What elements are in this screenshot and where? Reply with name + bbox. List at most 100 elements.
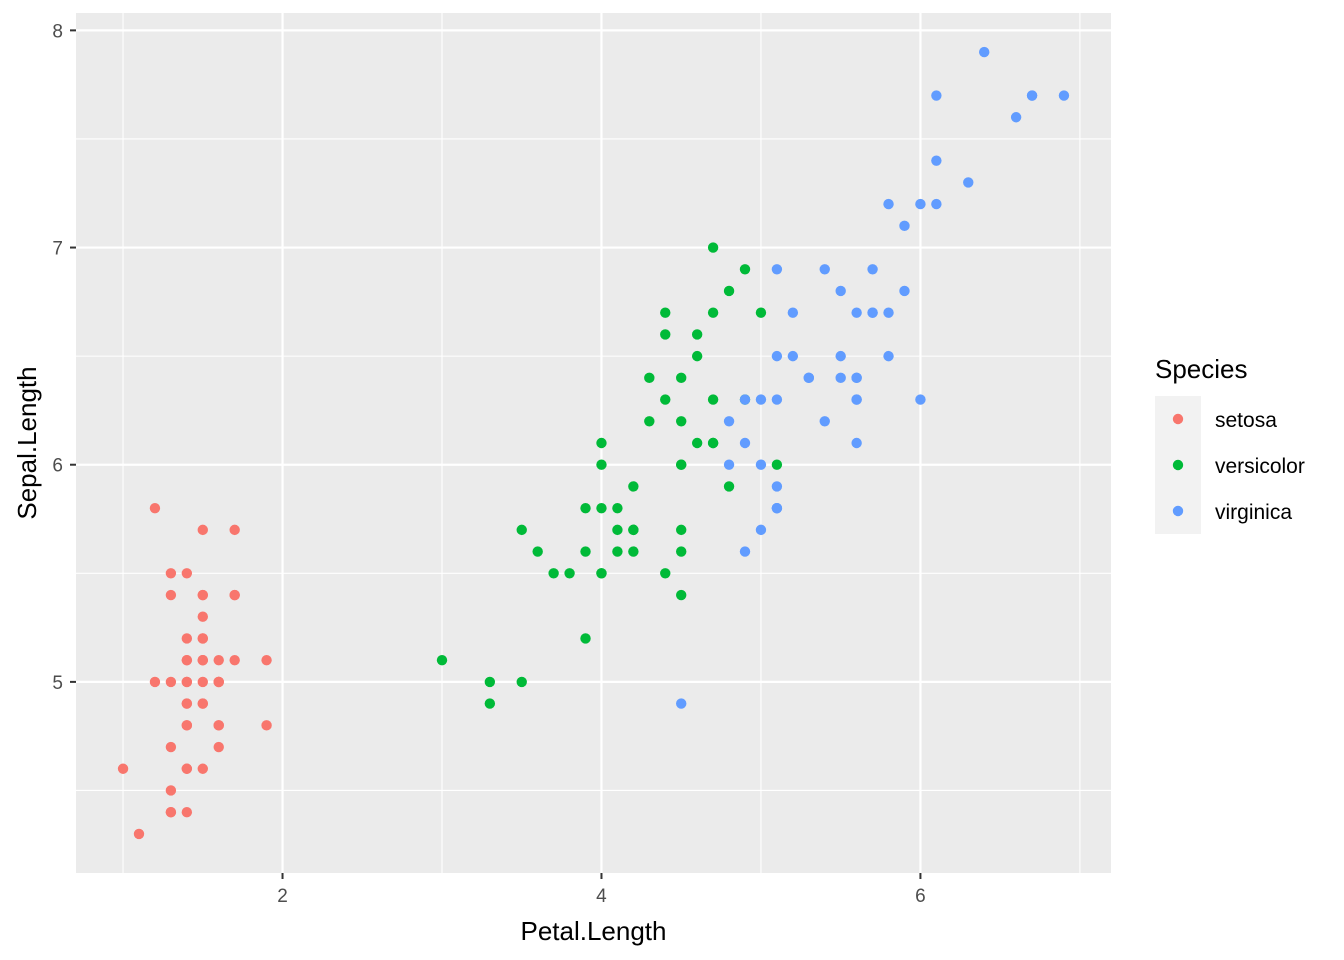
data-point-setosa — [165, 568, 177, 579]
data-point-versicolor — [723, 481, 735, 492]
data-point-versicolor — [660, 568, 671, 579]
data-point-virginica — [771, 502, 783, 514]
data-point-setosa — [213, 720, 224, 731]
data-point-setosa — [213, 654, 224, 666]
data-point-versicolor — [644, 372, 655, 384]
data-point-virginica — [803, 372, 814, 384]
data-point-virginica — [755, 459, 767, 470]
minor-gridlines — [76, 13, 1111, 873]
data-point-versicolor — [691, 350, 703, 362]
data-point-virginica — [739, 546, 751, 557]
data-point-virginica — [755, 394, 767, 405]
data-point-versicolor — [596, 437, 607, 449]
data-point-virginica — [739, 394, 751, 405]
y-tick-label: 8 — [52, 21, 63, 42]
data-point-versicolor — [660, 329, 671, 340]
data-point-virginica — [1010, 112, 1022, 123]
data-point-virginica — [723, 459, 735, 470]
data-point-setosa — [181, 633, 193, 644]
data-point-virginica — [676, 698, 687, 709]
data-point-setosa — [213, 741, 224, 753]
data-point-virginica — [899, 285, 910, 297]
data-point-setosa — [165, 785, 177, 796]
legend-swatch-setosa — [1172, 413, 1184, 425]
data-point-setosa — [181, 763, 193, 774]
data-point-versicolor — [484, 676, 496, 688]
data-point-setosa — [165, 676, 177, 688]
data-point-virginica — [931, 155, 942, 166]
data-point-setosa — [181, 720, 193, 731]
data-point-setosa — [165, 741, 177, 753]
data-point-setosa — [229, 654, 240, 666]
x-axis-title: Petal.Length — [520, 916, 666, 946]
data-point-virginica — [755, 524, 767, 536]
data-point-setosa — [197, 654, 208, 666]
data-point-virginica — [1058, 90, 1070, 101]
data-point-setosa — [261, 720, 272, 731]
legend-label-versicolor: versicolor — [1215, 455, 1305, 478]
data-point-versicolor — [660, 394, 671, 405]
data-point-setosa — [181, 806, 193, 818]
data-point-setosa — [197, 589, 208, 601]
y-tick-label: 7 — [52, 239, 63, 260]
data-point-virginica — [963, 177, 974, 188]
data-point-setosa — [213, 676, 224, 688]
data-point-setosa — [181, 698, 193, 709]
data-point-virginica — [883, 350, 894, 362]
legend-label-virginica: virginica — [1215, 501, 1292, 524]
data-point-virginica — [835, 350, 846, 362]
plot-panel — [76, 13, 1111, 873]
data-point-virginica — [867, 307, 878, 318]
data-point-setosa — [197, 611, 208, 622]
data-point-versicolor — [771, 459, 783, 470]
data-point-virginica — [835, 285, 846, 297]
legend-items: setosa versicolor virginica — [1155, 396, 1305, 534]
data-point-setosa — [229, 524, 240, 536]
data-point-versicolor — [644, 416, 655, 427]
data-point-virginica — [835, 372, 846, 384]
x-tick-label: 6 — [915, 886, 926, 907]
data-point-versicolor — [484, 698, 496, 709]
y-tick-label: 5 — [52, 673, 63, 694]
data-point-virginica — [771, 264, 783, 275]
data-point-versicolor — [707, 437, 719, 449]
x-tick-label: 4 — [596, 886, 607, 907]
data-point-versicolor — [691, 437, 703, 449]
data-point-versicolor — [612, 546, 623, 557]
data-point-setosa — [133, 828, 145, 840]
legend-swatch-versicolor — [1172, 459, 1184, 471]
data-point-virginica — [819, 264, 830, 275]
data-point-versicolor — [596, 502, 607, 514]
data-point-versicolor — [676, 524, 687, 536]
legend-label-setosa: setosa — [1215, 409, 1277, 432]
legend-title: Species — [1155, 354, 1248, 384]
data-point-versicolor — [580, 633, 591, 644]
data-point-virginica — [851, 307, 862, 318]
data-point-versicolor — [628, 546, 639, 557]
data-point-virginica — [931, 90, 942, 101]
data-point-versicolor — [707, 394, 719, 405]
data-point-virginica — [771, 481, 783, 492]
data-point-versicolor — [564, 568, 575, 579]
data-point-virginica — [739, 437, 751, 449]
data-point-setosa — [261, 654, 272, 666]
data-point-setosa — [149, 502, 161, 514]
data-point-versicolor — [739, 264, 751, 275]
data-point-versicolor — [676, 416, 687, 427]
legend-swatch-virginica — [1172, 505, 1184, 517]
data-point-versicolor — [532, 546, 543, 557]
data-point-setosa — [197, 763, 208, 774]
data-point-virginica — [819, 416, 830, 427]
data-point-setosa — [181, 568, 193, 579]
data-point-virginica — [851, 437, 862, 449]
data-point-versicolor — [516, 676, 527, 688]
data-point-virginica — [851, 372, 862, 384]
data-point-virginica — [931, 198, 942, 210]
data-point-setosa — [165, 806, 177, 818]
data-point-versicolor — [596, 568, 607, 579]
data-point-virginica — [851, 394, 862, 405]
data-point-virginica — [787, 307, 799, 318]
data-point-versicolor — [691, 329, 703, 340]
data-point-virginica — [771, 350, 783, 362]
